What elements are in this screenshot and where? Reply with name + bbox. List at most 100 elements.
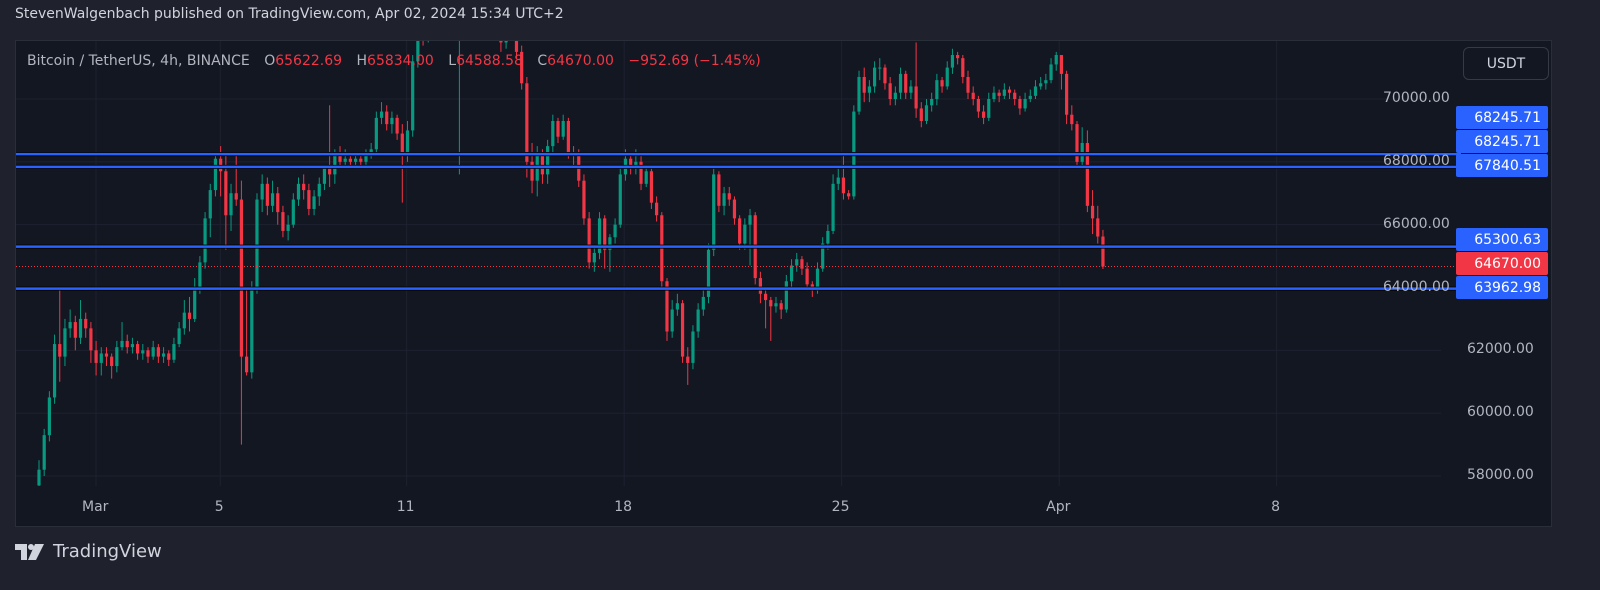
candle-body [603, 218, 607, 250]
tradingview-logo[interactable]: TradingView [15, 541, 162, 562]
time-axis-tick: Apr [1046, 499, 1071, 515]
price-axis-tick: 70000.00 [1383, 90, 1450, 106]
candle-body [172, 344, 176, 360]
candle-body [405, 130, 410, 156]
time-axis-tick: Mar [82, 499, 109, 515]
candle-body [1033, 86, 1038, 96]
candle-body [213, 158, 218, 191]
candle-body [302, 183, 306, 191]
candle-body [42, 435, 46, 470]
open-label: O [264, 53, 276, 69]
candle-body [1044, 80, 1048, 84]
candle-body [956, 55, 960, 59]
candle-body [930, 99, 934, 106]
price-axis-tick: 66000.00 [1383, 215, 1450, 232]
candle-body [514, 41, 519, 52]
candle-body [208, 190, 212, 219]
level-price-label: 68245.71 [1456, 106, 1548, 130]
candle-body [836, 177, 840, 184]
candle-body [291, 199, 295, 225]
candle-body [374, 117, 378, 150]
publisher-line: StevenWalgenbach published on TradingVie… [15, 6, 564, 22]
candle-body [63, 328, 67, 357]
candlestick-chart[interactable] [16, 41, 1551, 526]
candle-body [815, 268, 820, 291]
candle-body [857, 77, 861, 112]
close-value: 64670.00 [547, 53, 614, 69]
candle-body [296, 183, 301, 200]
candle-body [390, 117, 394, 125]
candle-body [400, 133, 404, 156]
candle-body [276, 193, 280, 213]
candle-body [203, 218, 207, 263]
candle-body [110, 356, 114, 367]
candle-body [411, 61, 415, 131]
candle-body [743, 224, 747, 244]
candle-body [182, 312, 186, 329]
candle-body [821, 243, 825, 269]
candle-body [1018, 99, 1022, 109]
symbol-title[interactable]: Bitcoin / TetherUS, 4h, BINANCE [27, 53, 250, 69]
candle-body [561, 120, 565, 137]
candle-body [333, 152, 337, 175]
candle-body [504, 41, 508, 43]
candle-body [608, 237, 612, 250]
candle-body [675, 303, 679, 310]
candle-body [696, 309, 700, 332]
candle-body [379, 111, 384, 118]
candle-body [177, 328, 181, 345]
candle-body [597, 218, 602, 253]
candle-body [935, 80, 939, 99]
candle-body [167, 353, 171, 360]
candle-body [385, 111, 389, 125]
price-axis-tick: 60000.00 [1467, 404, 1534, 421]
candle-body [717, 174, 721, 206]
candle-body [187, 312, 192, 319]
candle-body [193, 287, 197, 319]
candle-body [265, 183, 269, 206]
candle-body [120, 340, 124, 348]
candle-body [551, 120, 555, 147]
candle-body [727, 193, 731, 200]
candle-body [151, 347, 155, 357]
currency-button[interactable]: USDT [1463, 47, 1549, 80]
candle-body [945, 67, 949, 87]
candle-body [883, 67, 887, 84]
candle-body [58, 344, 62, 357]
candle-body [156, 347, 160, 357]
candle-body [1075, 124, 1079, 162]
candle-body [805, 268, 809, 285]
candle-body [738, 218, 742, 244]
candle-body [893, 92, 897, 99]
price-axis-tick: 58000.00 [1467, 467, 1534, 483]
candle-body [1059, 55, 1064, 74]
chart-panel[interactable] [15, 40, 1552, 527]
price-axis-tick: 62000.00 [1467, 341, 1534, 358]
candle-body [136, 344, 140, 354]
candle-body [530, 161, 534, 181]
candle-body [649, 171, 654, 203]
candle-body [1101, 236, 1105, 267]
candle-body [89, 328, 93, 351]
candle-body [841, 177, 846, 194]
candle-body [1028, 95, 1032, 99]
candle-body [924, 105, 929, 121]
time-axis-tick: 8 [1271, 499, 1281, 515]
candle-body [84, 318, 88, 329]
candle-body [353, 158, 358, 162]
candle-body [369, 149, 373, 153]
candle-body [914, 86, 918, 109]
candle-body [961, 58, 965, 78]
candle-body [525, 83, 529, 162]
candle-body [826, 230, 830, 244]
candle-body [981, 111, 986, 118]
level-price-label: 63962.98 [1456, 276, 1548, 300]
low-label: L [448, 53, 457, 69]
candle-body [618, 174, 622, 225]
candle-body [966, 77, 970, 93]
candle-body [613, 224, 617, 238]
candle-body [748, 215, 752, 225]
time-axis-tick: 25 [831, 499, 850, 515]
candle-body [847, 193, 851, 197]
candle-body [556, 120, 560, 137]
